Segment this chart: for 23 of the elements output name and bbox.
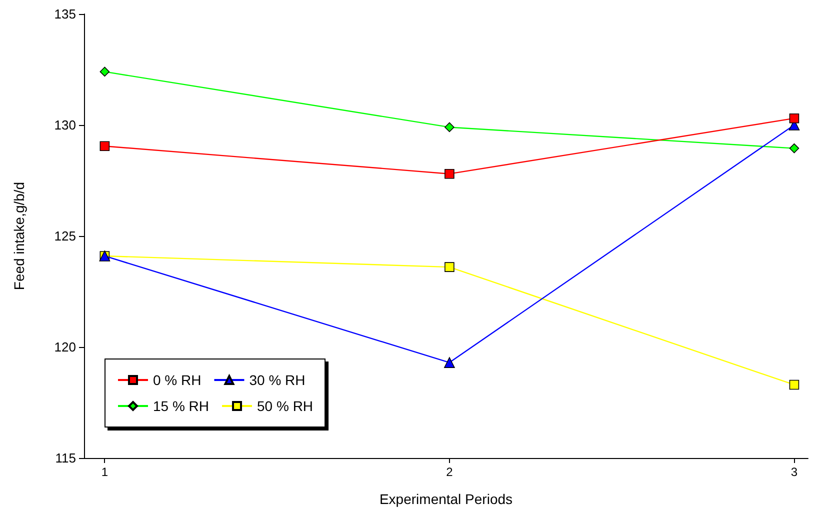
x-axis-title: Experimental Periods: [379, 491, 513, 507]
point: [444, 168, 454, 179]
x-tick-label: 2: [446, 465, 454, 479]
legend-label: 50 % RH: [257, 398, 314, 414]
point: [100, 141, 110, 151]
x-tick-label: 3: [790, 465, 798, 479]
point: [444, 357, 455, 368]
point: [789, 143, 800, 154]
y-tick-label: 125: [54, 228, 76, 244]
point: [100, 66, 110, 77]
point: [444, 262, 454, 272]
y-tick-label: 135: [54, 6, 76, 22]
y-tick-label: 115: [55, 450, 76, 466]
point: [444, 122, 454, 132]
legend-label: 0 % RH: [153, 372, 202, 388]
point: [789, 113, 800, 124]
point: [789, 380, 800, 390]
x-tick-label: 1: [101, 465, 108, 479]
y-tick-label: 120: [54, 340, 76, 354]
y-axis-title: Feed intake,g/b/d: [11, 182, 27, 290]
legend-label: 30 % RH: [249, 372, 306, 388]
legend-label: 15 % RH: [153, 398, 210, 414]
y-tick-label: 130: [54, 118, 76, 132]
